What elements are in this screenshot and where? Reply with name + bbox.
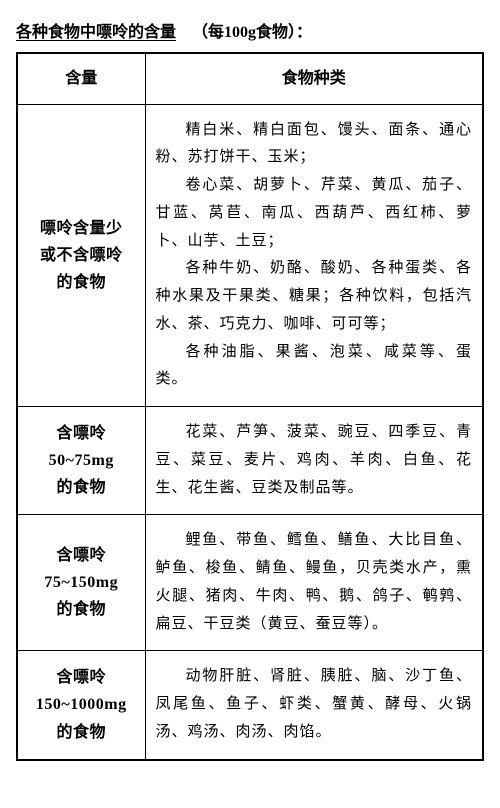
category-line: 含嘌呤 [56, 425, 106, 442]
category-line: 的食物 [56, 601, 106, 618]
description-paragraph: 各种油脂、果酱、泡菜、咸菜等、蛋类。 [156, 339, 473, 395]
description-cell: 动物肝脏、肾脏、胰脏、脑、沙丁鱼、凤尾鱼、鱼子、虾类、蟹黄、酵母、火锅汤、鸡汤、… [145, 651, 483, 760]
purine-table: 含量 食物种类 嘌呤含量少或不含嘌呤的食物精白米、精白面包、馒头、面条、通心粉、… [16, 52, 484, 761]
description-paragraph: 动物肝脏、肾脏、胰脏、脑、沙丁鱼、凤尾鱼、鱼子、虾类、蟹黄、酵母、火锅汤、鸡汤、… [156, 663, 473, 746]
title-suffix: （每100g食物）： [192, 24, 312, 41]
description-paragraph: 卷心菜、胡萝卜、芹菜、黄瓜、茄子、甘蓝、莴苣、南瓜、西葫芦、西红柿、萝卜、山芋、… [156, 172, 473, 255]
category-cell: 含嘌呤 150~1000mg 的食物 [17, 651, 145, 760]
category-cell: 含嘌呤 75~150mg 的食物 [17, 515, 145, 651]
description-cell: 精白米、精白面包、馒头、面条、通心粉、苏打饼干、玉米；卷心菜、胡萝卜、芹菜、黄瓜… [145, 104, 483, 407]
description-cell: 鲤鱼、带鱼、鳕鱼、鳝鱼、大比目鱼、鲈鱼、梭鱼、鲭鱼、鳗鱼，贝壳类水产，熏火腿、猪… [145, 515, 483, 651]
category-line: 的食物 [56, 479, 106, 496]
category-cell: 嘌呤含量少或不含嘌呤的食物 [17, 104, 145, 407]
header-col1: 含量 [17, 53, 145, 104]
description-paragraph: 各种牛奶、奶酪、酸奶、各种蛋类、各种水果及干果类、糖果；各种饮料，包括汽水、茶、… [156, 255, 473, 338]
category-line: 嘌呤含量少 [40, 220, 123, 237]
description-cell: 花菜、芦笋、菠菜、豌豆、四季豆、青豆、菜豆、麦片、鸡肉、羊肉、白鱼、花生、花生酱… [145, 407, 483, 515]
table-body: 嘌呤含量少或不含嘌呤的食物精白米、精白面包、馒头、面条、通心粉、苏打饼干、玉米；… [17, 104, 483, 760]
category-cell: 含嘌呤 50~75mg 的食物 [17, 407, 145, 515]
description-paragraph: 精白米、精白面包、馒头、面条、通心粉、苏打饼干、玉米； [156, 117, 473, 173]
title-main: 各种食物中嘌呤的含量 [16, 24, 176, 41]
table-row: 含嘌呤 75~150mg 的食物 鲤鱼、带鱼、鳕鱼、鳝鱼、大比目鱼、鲈鱼、梭鱼、鲭鱼、… [17, 515, 483, 651]
category-line: 的食物 [56, 274, 106, 291]
category-line: 或不含嘌呤 [40, 247, 123, 264]
table-row: 含嘌呤 150~1000mg 的食物 动物肝脏、肾脏、胰脏、脑、沙丁鱼、凤尾鱼、鱼子、… [17, 651, 483, 760]
category-line: 75~150mg [44, 574, 118, 591]
category-line: 含嘌呤 [56, 547, 106, 564]
page-title: 各种食物中嘌呤的含量 （每100g食物）： [16, 18, 484, 42]
category-line: 50~75mg [49, 452, 114, 469]
table-row: 含嘌呤 50~75mg 的食物 花菜、芦笋、菠菜、豌豆、四季豆、青豆、菜豆、麦片、鸡肉… [17, 407, 483, 515]
description-paragraph: 花菜、芦笋、菠菜、豌豆、四季豆、青豆、菜豆、麦片、鸡肉、羊肉、白鱼、花生、花生酱… [156, 419, 473, 502]
category-line: 含嘌呤 [56, 669, 106, 686]
header-col2: 食物种类 [145, 53, 483, 104]
header-row: 含量 食物种类 [17, 53, 483, 104]
description-paragraph: 鲤鱼、带鱼、鳕鱼、鳝鱼、大比目鱼、鲈鱼、梭鱼、鲭鱼、鳗鱼，贝壳类水产，熏火腿、猪… [156, 527, 473, 638]
category-line: 的食物 [56, 724, 106, 741]
table-row: 嘌呤含量少或不含嘌呤的食物精白米、精白面包、馒头、面条、通心粉、苏打饼干、玉米；… [17, 104, 483, 407]
category-line: 150~1000mg [36, 696, 127, 713]
